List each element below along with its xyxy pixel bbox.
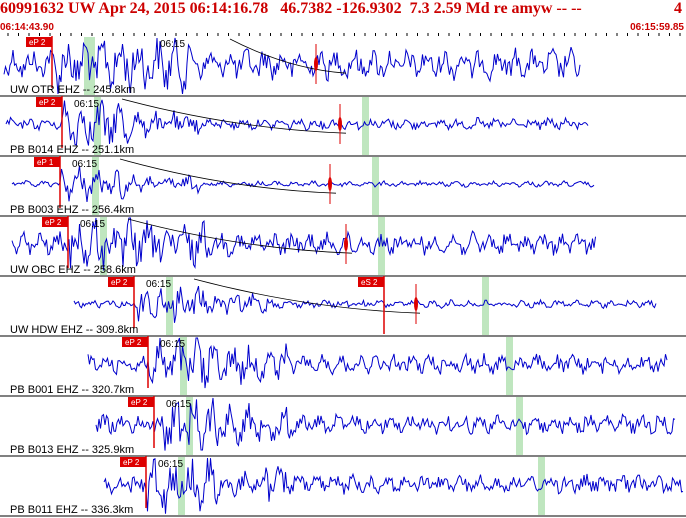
station-label: UW HDW EHZ -- 309.8km [10,324,138,336]
waveform[interactable] [11,165,595,202]
waveform[interactable] [5,99,589,146]
station-label: UW OBC EHZ -- 258.6km [10,264,136,276]
pick-label-box[interactable] [34,157,60,167]
time-mark: 06:15 [166,399,191,410]
pick-label-box[interactable] [26,37,52,47]
analysis-window [506,337,513,395]
arrival-marker-blob [314,57,318,71]
waveform[interactable] [95,397,676,451]
time-mark: 06:15 [160,39,185,50]
trace-row[interactable]: eP 2 06:15 PB B014 EHZ -- 251.1km [0,96,686,157]
pick-label: eP 2 [39,98,56,107]
travel-time-curve [119,158,337,194]
trace-row[interactable]: eP 1 06:15 PB B003 EHZ -- 256.4km [0,156,686,217]
station-label: PB B001 EHZ -- 320.7km [10,384,134,396]
pick-label-box[interactable] [128,397,154,407]
analysis-window [378,217,385,275]
analysis-window [362,97,369,155]
waveform[interactable] [73,285,657,323]
seismogram-panel[interactable]: eP 2 06:15 UW OTR EHZ -- 245.8km eP 2 06:15 P… [0,36,686,518]
station-label: PB B014 EHZ -- 251.1km [10,144,134,156]
pick-label: eP 2 [45,218,62,227]
analysis-window [538,457,545,515]
pick-label-box[interactable] [122,337,148,347]
s-pick-label: eS 2 [361,278,378,287]
waveform[interactable] [103,457,684,514]
waveform[interactable] [87,337,668,389]
analysis-window [516,397,523,455]
s-pick-label-box[interactable] [358,277,384,287]
pick-label-box[interactable] [42,217,68,227]
pick-label-box[interactable] [120,457,146,467]
trace-row[interactable]: eP 2 06:15 PB B013 EHZ -- 325.9km [0,396,686,457]
station-label: PB B011 EHZ -- 336.3km [10,504,133,516]
pick-label: eP 2 [111,278,128,287]
waveform[interactable] [11,217,596,271]
time-tick-marks [7,33,681,36]
travel-time-curve [127,218,353,254]
station-label: PB B013 EHZ -- 325.9km [10,444,134,456]
pick-label: eP 2 [29,38,46,47]
station-label: UW OTR EHZ -- 245.8km [10,84,135,96]
travel-time-curve [121,98,347,134]
pick-label: eP 2 [125,338,142,347]
arrival-marker-blob [414,297,418,311]
trace-count: 4 [674,0,682,17]
analysis-window [94,97,101,155]
time-mark: 06:15 [72,159,97,170]
arrival-marker-blob [344,237,348,251]
arrival-marker-blob [328,177,332,191]
waveform[interactable] [3,37,581,95]
time-mark: 06:15 [158,459,183,470]
time-mark: 06:15 [80,219,105,230]
travel-time-curve [229,38,347,74]
analysis-window [100,217,107,275]
trace-row[interactable]: eP 2 06:15 PB B011 EHZ -- 336.3km [0,456,686,517]
station-label: PB B003 EHZ -- 256.4km [10,204,134,216]
trace-row[interactable]: eP 2 06:15 PB B001 EHZ -- 320.7km [0,336,686,397]
end-time: 06:15:59.85 [630,22,684,33]
time-mark: 06:15 [160,339,185,350]
analysis-window [84,37,91,95]
start-time: 06:14:43.90 [0,22,54,33]
pick-label: eP 2 [131,398,148,407]
pick-label-box[interactable] [36,97,62,107]
time-mark: 06:15 [74,99,99,110]
analysis-window [180,337,187,395]
event-title: 60991632 UW Apr 24, 2015 06:14:16.78 46.… [0,0,582,17]
header-bar: 60991632 UW Apr 24, 2015 06:14:16.78 46.… [0,0,686,36]
analysis-window [482,277,489,335]
pick-label: eP 1 [37,158,54,167]
travel-time-curve [193,278,421,314]
pick-label-box[interactable] [108,277,134,287]
arrival-marker-blob [338,117,342,131]
trace-row[interactable]: eP 2 eS 2 06:15 UW HDW EHZ -- 309.8km [0,276,686,337]
pick-label: eP 2 [123,458,140,467]
trace-row[interactable]: eP 2 06:15 UW OTR EHZ -- 245.8km [0,36,686,97]
trace-row[interactable]: eP 2 06:15 UW OBC EHZ -- 258.6km [0,216,686,277]
analysis-window [92,157,99,215]
time-mark: 06:15 [146,279,171,290]
